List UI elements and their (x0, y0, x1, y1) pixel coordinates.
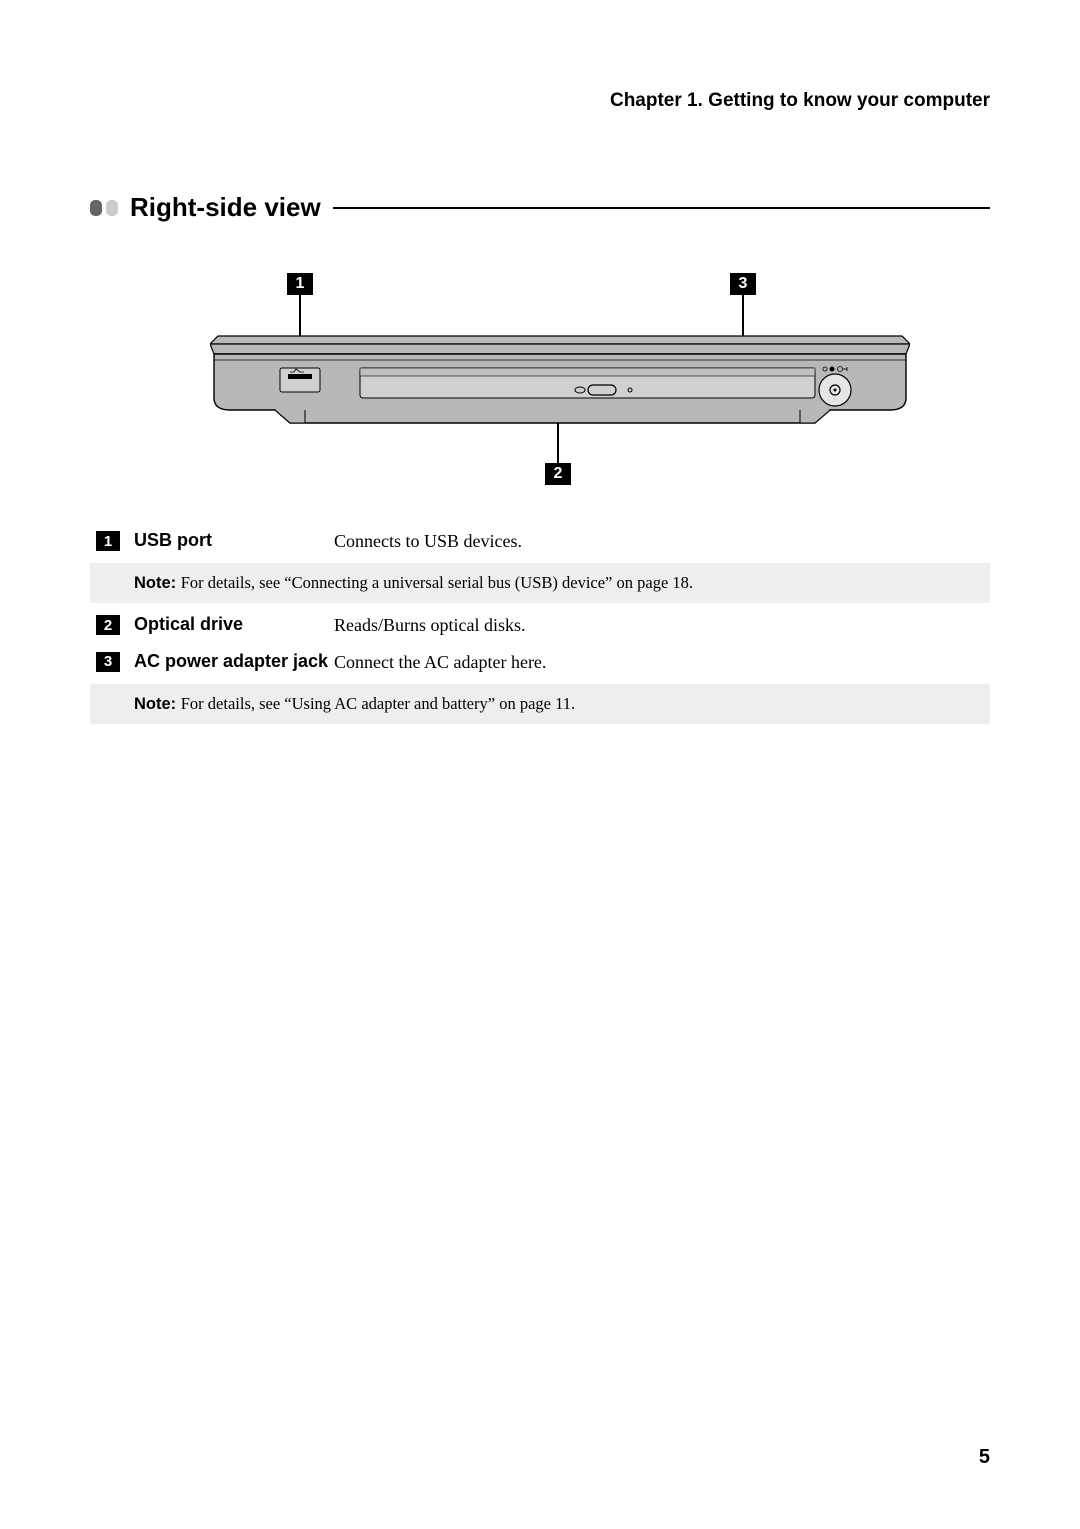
section-title: Right-side view (130, 192, 321, 223)
callout-box-3: 3 (730, 273, 756, 295)
row-label: AC power adapter jack (134, 650, 334, 673)
table-row: 3 AC power adapter jackConnect the AC ada… (90, 644, 990, 680)
note-text: Note: For details, see “Connecting a uni… (134, 573, 693, 592)
section-title-row: Right-side view (90, 192, 990, 223)
laptop-side-drawing (210, 328, 910, 438)
row-number-badge: 1 (96, 531, 120, 551)
row-description: Reads/Burns optical disks. (334, 613, 526, 637)
table-row: 1 USB portConnects to USB devices. (90, 523, 990, 559)
note-row: Note: For details, see “Connecting a uni… (90, 563, 990, 603)
callout-box-2: 2 (545, 463, 571, 485)
row-label: USB port (134, 529, 334, 552)
chapter-header: Chapter 1. Getting to know your computer (90, 90, 990, 112)
table-row: 2 Optical driveReads/Burns optical disks. (90, 607, 990, 643)
callout-box-1: 1 (287, 273, 313, 295)
note-text: Note: For details, see “Using AC adapter… (134, 694, 575, 713)
title-bullets (90, 200, 118, 216)
row-label: Optical drive (134, 613, 334, 636)
right-side-diagram: 1 3 2 (160, 273, 920, 483)
row-number-badge: 3 (96, 652, 120, 672)
row-number-badge: 2 (96, 615, 120, 635)
row-description: Connects to USB devices. (334, 529, 522, 553)
note-row: Note: For details, see “Using AC adapter… (90, 684, 990, 724)
bullet-icon (90, 200, 102, 216)
bullet-icon (106, 200, 118, 216)
title-rule (333, 207, 990, 209)
page-number: 5 (979, 1446, 990, 1469)
callout-table: 1 USB portConnects to USB devices. Note: F… (90, 523, 990, 724)
row-description: Connect the AC adapter here. (334, 650, 546, 674)
